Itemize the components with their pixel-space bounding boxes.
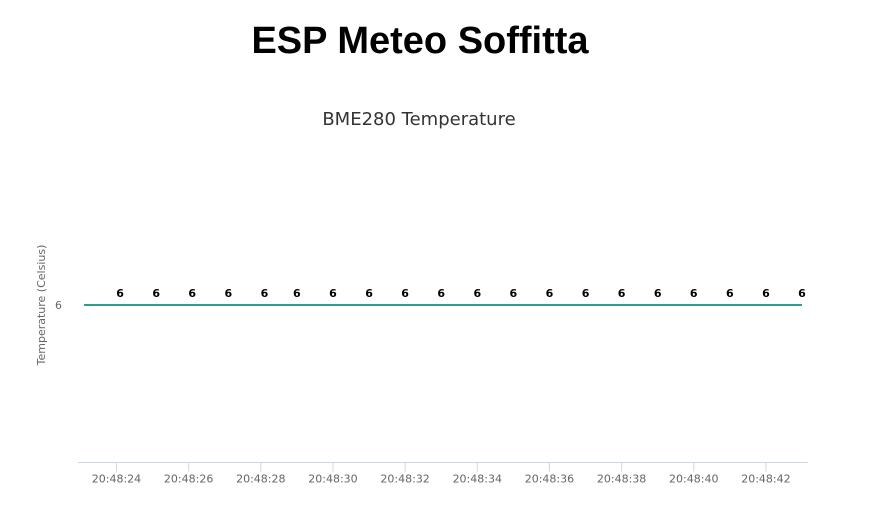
data-label: 6 [762, 287, 770, 300]
data-label: 6 [473, 287, 481, 300]
chart-title: BME280 Temperature [322, 109, 515, 130]
x-tick-label: 20:48:36 [525, 473, 574, 486]
data-label: 6 [618, 287, 626, 300]
data-label: 6 [293, 287, 301, 300]
x-tick-label: 20:48:42 [741, 473, 790, 486]
data-label: 6 [261, 287, 269, 300]
x-tick-label: 20:48:24 [92, 473, 141, 486]
data-label: 6 [510, 287, 518, 300]
data-label: 6 [798, 287, 806, 300]
data-label: 6 [654, 287, 662, 300]
x-tick-label: 20:48:30 [308, 473, 357, 486]
data-label: 6 [690, 287, 698, 300]
data-label: 6 [152, 287, 160, 300]
y-axis-ticks: 6 [55, 299, 62, 312]
data-label: 6 [401, 287, 409, 300]
x-axis-ticks: 20:48:24 20:48:26 20:48:28 20:48:30 20:48:32… [92, 462, 791, 486]
data-label: 6 [726, 287, 734, 300]
y-axis-label: Temperature (Celsius) [35, 245, 48, 367]
data-label: 6 [188, 287, 196, 300]
x-tick-label: 20:48:28 [236, 473, 285, 486]
data-label: 6 [365, 287, 373, 300]
y-tick-label: 6 [55, 299, 62, 312]
x-tick-label: 20:48:32 [380, 473, 429, 486]
data-label: 6 [329, 287, 337, 300]
x-tick-label: 20:48:38 [597, 473, 646, 486]
data-label: 6 [224, 287, 232, 300]
data-label: 6 [437, 287, 445, 300]
x-tick-label: 20:48:26 [164, 473, 213, 486]
data-label: 6 [582, 287, 590, 300]
data-label: 6 [546, 287, 554, 300]
data-labels: 6 6 6 6 6 6 6 6 6 6 6 6 6 6 6 6 6 6 6 6 [116, 287, 806, 300]
x-tick-label: 20:48:34 [453, 473, 502, 486]
x-tick-label: 20:48:40 [669, 473, 718, 486]
data-label: 6 [116, 287, 124, 300]
page-title: ESP Meteo Soffitta [251, 20, 589, 62]
